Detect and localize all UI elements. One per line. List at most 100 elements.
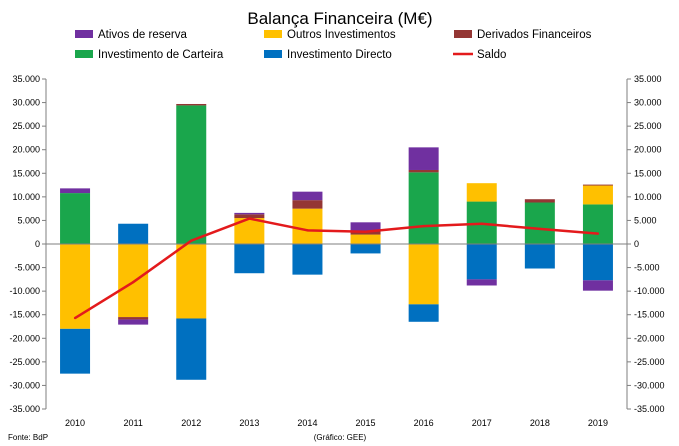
line-saldo (74, 217, 599, 320)
y-tick-label-left: 30.000 (12, 98, 40, 108)
bar-derivados-2016 (408, 169, 439, 173)
bar-reserva-2015 (350, 222, 381, 231)
y-tick-label-left: -30.000 (9, 380, 40, 390)
legend: Ativos de reserva Outros Investimentos Der… (75, 29, 592, 61)
bar-directo-2017 (466, 244, 497, 280)
y-tick-label-right: 10.000 (634, 192, 662, 202)
legend-swatch-directo (264, 50, 282, 58)
y-tick-label-left: 5.000 (17, 215, 40, 225)
legend-label-outros: Outros Investimentos (287, 29, 396, 41)
x-tick-label-2018: 2018 (530, 418, 550, 428)
saldo-point-2014 (306, 229, 309, 232)
legend-swatch-reserva (75, 30, 93, 38)
y-tick-label-left: -25.000 (9, 357, 40, 367)
y-tick-label-right: -15.000 (634, 310, 665, 320)
legend-swatch-outros (264, 30, 282, 38)
bar-outros-2015 (350, 234, 381, 244)
bar-reserva-2011 (118, 319, 149, 325)
bar-directo-2018 (524, 244, 555, 269)
bar-derivados-2014 (292, 200, 323, 209)
bar-directo-2013 (234, 244, 265, 274)
bar-reserva-2014 (292, 191, 323, 201)
y-tick-label-right: 20.000 (634, 145, 662, 155)
legend-label-directo: Investimento Directo (287, 49, 392, 61)
saldo-point-2019 (596, 232, 600, 235)
plot-area: -35.000 -35.000 -30.000 -30.000 -25.000 -25.0… (9, 74, 664, 428)
bar-derivados-2011 (118, 317, 149, 320)
y-tick-label-left: -35.000 (9, 404, 40, 414)
bar-directo-2010 (60, 328, 91, 374)
y-tick-label-right: -25.000 (634, 357, 665, 367)
y-tick-label-right: -30.000 (634, 380, 665, 390)
y-tick-label-right: 0 (634, 239, 639, 249)
x-tick-label-2015: 2015 (356, 418, 376, 428)
x-tick-label-2017: 2017 (472, 418, 492, 428)
legend-label-saldo: Saldo (477, 49, 506, 61)
y-tick-label-left: 20.000 (12, 145, 40, 155)
y-tick-label-left: -5.000 (14, 263, 40, 273)
bar-reserva-2013 (234, 212, 265, 215)
legend-label-derivados: Derivados Financeiros (477, 29, 592, 41)
chart-credit: (Gráfico: GEE) (314, 433, 367, 442)
y-tick-label-right: -10.000 (634, 286, 665, 296)
x-tick-label-2012: 2012 (181, 418, 201, 428)
y-tick-label-right: -20.000 (634, 333, 665, 343)
y-tick-label-right: 30.000 (634, 98, 662, 108)
bar-carteira-2019 (582, 204, 613, 244)
y-tick-label-left: 10.000 (12, 192, 40, 202)
y-tick-label-right: -35.000 (634, 404, 665, 414)
bar-carteira-2010 (60, 193, 91, 244)
chart-title: Balança Financeira (M€) (247, 9, 432, 28)
bar-reserva-2016 (408, 147, 439, 170)
x-tick-label-2014: 2014 (297, 418, 317, 428)
bar-directo-2011 (118, 223, 149, 244)
saldo-point-2018 (538, 227, 542, 231)
bar-outros-2017 (466, 183, 497, 202)
x-tick-label-2010: 2010 (65, 418, 85, 428)
y-tick-label-right: 15.000 (634, 168, 662, 178)
legend-swatch-carteira (75, 50, 93, 58)
y-tick-label-left: -20.000 (9, 333, 40, 343)
x-tick-label-2013: 2013 (239, 418, 259, 428)
bar-derivados-2019 (582, 184, 613, 186)
bar-directo-2015 (350, 244, 381, 254)
saldo-point-2011 (131, 280, 135, 284)
bar-reserva-2010 (60, 188, 91, 194)
y-tick-label-left: 25.000 (12, 121, 40, 131)
bar-carteira-2018 (524, 202, 555, 244)
y-tick-label-right: 5.000 (634, 215, 657, 225)
bar-directo-2014 (292, 244, 323, 275)
bar-carteira-2016 (408, 172, 439, 244)
saldo-point-2017 (480, 222, 483, 225)
x-tick-label-2011: 2011 (123, 418, 142, 428)
legend-swatch-derivados (454, 30, 472, 38)
x-tick-label-2016: 2016 (414, 418, 434, 428)
bar-directo-2016 (408, 304, 439, 322)
y-tick-label-left: -15.000 (9, 310, 40, 320)
bar-reserva-2019 (582, 280, 613, 291)
bar-outros-2014 (292, 208, 323, 244)
bar-outros-2019 (582, 185, 613, 205)
y-tick-label-left: 0 (35, 239, 40, 249)
bar-derivados-2013 (234, 214, 265, 219)
saldo-point-2016 (422, 224, 425, 228)
saldo-point-2010 (73, 316, 77, 320)
y-tick-label-right: 35.000 (634, 74, 662, 84)
saldo-point-2012 (190, 239, 193, 242)
y-tick-label-left: 15.000 (12, 168, 40, 178)
saldo-point-2015 (364, 230, 367, 233)
bar-directo-2012 (176, 318, 207, 380)
bar-derivados-2018 (524, 199, 555, 203)
bar-carteira-2012 (176, 105, 207, 245)
y-tick-label-right: -5.000 (634, 263, 660, 273)
source-note: Fonte: BdP (8, 433, 48, 442)
bar-derivados-2012 (176, 103, 207, 106)
x-tick-label-2019: 2019 (588, 418, 608, 428)
y-tick-label-left: 35.000 (12, 74, 40, 84)
bar-outros-2011 (118, 244, 149, 318)
bar-reserva-2017 (466, 279, 497, 286)
bar-outros-2010 (60, 244, 91, 329)
bar-outros-2016 (408, 244, 439, 305)
y-tick-label-left: -10.000 (9, 286, 40, 296)
